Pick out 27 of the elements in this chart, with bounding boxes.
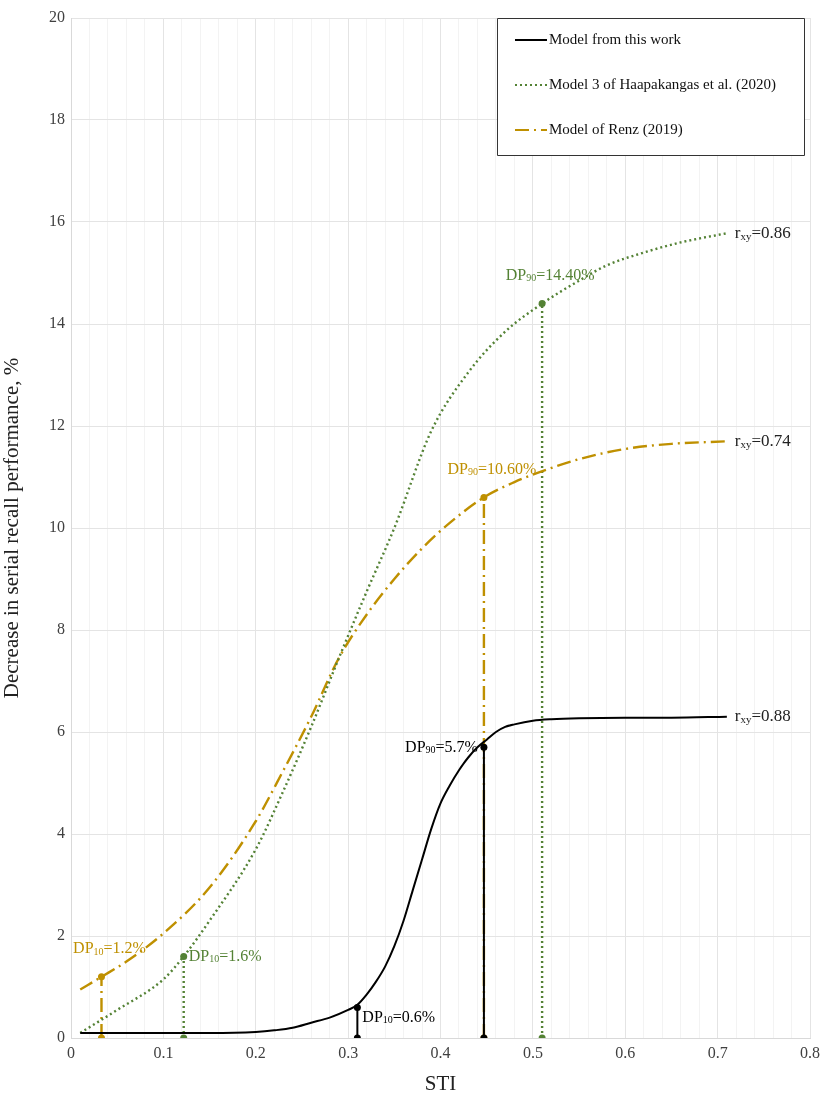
y-tick-label: 12 [49,416,65,434]
y-axis-title: Decrease in serial recall performance, % [0,357,24,699]
y-tick-label: 18 [49,110,65,128]
annotation: rxy=0.86 [734,222,791,242]
y-tick-label: 6 [57,722,65,740]
legend-label: Model of Renz (2019) [548,120,683,138]
annotation: rxy=0.88 [734,706,791,726]
x-tick-label: 0.8 [800,1043,820,1061]
x-tick-label: 0.3 [338,1043,359,1061]
y-tick-label: 14 [49,314,65,332]
legend-label: Model 3 of Haapakangas et al. (2020) [548,75,777,93]
y-tick-label: 4 [57,824,65,842]
y-tick-label: 20 [49,8,65,26]
x-tick-label: 0.1 [153,1043,174,1061]
legend-label: Model from this work [548,30,682,47]
x-tick-label: 0.4 [430,1043,451,1061]
x-tick-label: 0.2 [245,1043,266,1061]
y-tick-label: 16 [49,212,65,230]
x-tick-label: 0.6 [615,1043,636,1061]
x-axis-title: STI [424,1070,457,1095]
y-tick-label: 8 [57,620,65,638]
y-tick-label: 0 [57,1028,65,1046]
x-tick-label: 0.5 [522,1043,543,1061]
annotation: rxy=0.74 [734,430,792,450]
y-tick-label: 10 [49,518,65,536]
x-tick-label: 0.7 [707,1043,728,1061]
y-tick-label: 2 [57,926,65,944]
